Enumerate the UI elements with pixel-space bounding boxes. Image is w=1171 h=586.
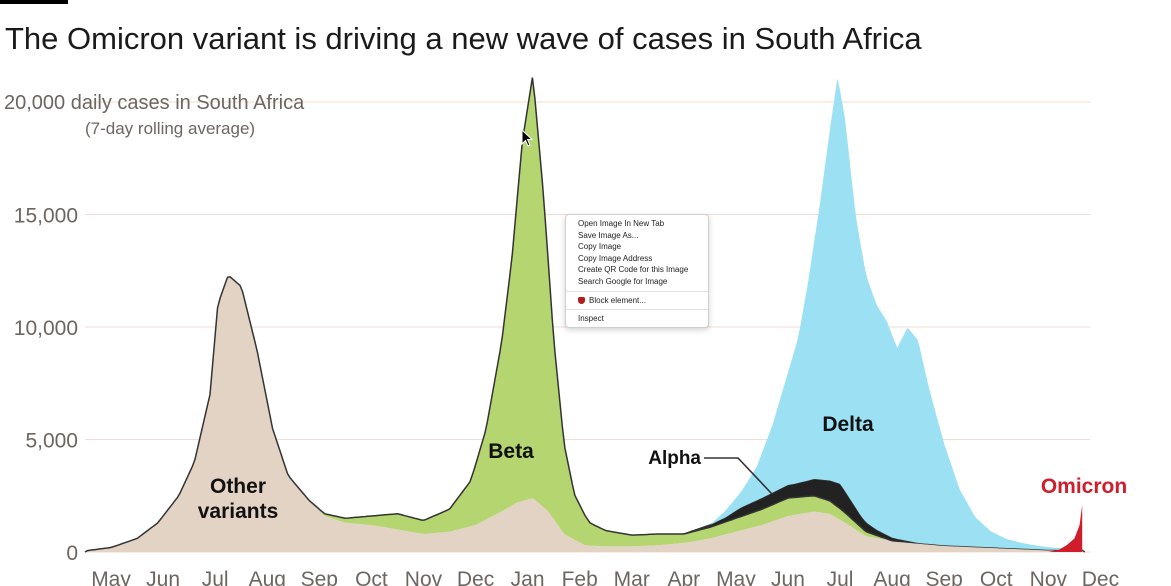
x-tick-label: Aug — [249, 568, 286, 586]
series-areas — [84, 77, 1086, 553]
series-labels: Other variants Beta Delta Omicron Alpha — [198, 413, 1127, 523]
title-accent-bar — [0, 0, 68, 4]
block-element-label: Block element... — [589, 295, 646, 305]
x-tick-label: Aug — [873, 568, 910, 586]
chart-title: The Omicron variant is driving a new wav… — [5, 21, 922, 56]
ublock-shield-icon — [578, 296, 585, 304]
x-tick-label: Jun — [771, 568, 805, 586]
x-tick-label: Jun — [146, 568, 180, 586]
menu-item-copy-image-address[interactable]: Copy Image Address — [578, 253, 653, 263]
y-tick-label: 0 — [66, 542, 78, 565]
label-delta: Delta — [822, 413, 874, 436]
x-tick-label: Oct — [355, 568, 388, 586]
menu-separator — [566, 290, 708, 292]
label-alpha: Alpha — [648, 448, 701, 469]
label-other-variants: Other variants — [198, 475, 279, 523]
x-axis: May Jun Jul Aug Sep Oct Nov Dec Jan Feb Mar Apr May J… — [91, 568, 1119, 586]
x-tick-label: Jan — [511, 568, 545, 586]
x-tick-label: Nov — [405, 568, 443, 586]
y-tick-label: 15,000 — [14, 205, 78, 228]
y-axis: 0 5,000 10,000 15,000 — [14, 205, 78, 566]
label-beta: Beta — [488, 440, 534, 463]
menu-item-inspect[interactable]: Inspect — [578, 314, 604, 324]
context-menu[interactable]: Open Image In New Tab Save Image As... C… — [565, 214, 709, 328]
x-tick-label: Dec — [1082, 568, 1119, 586]
y-axis-label: 20,000 daily cases in South Africa — [4, 92, 305, 114]
x-tick-label: May — [91, 568, 131, 586]
menu-item-save-image-as[interactable]: Save Image As... — [578, 230, 639, 240]
menu-separator — [566, 309, 708, 311]
x-tick-label: Jul — [827, 568, 854, 586]
mouse-pointer-icon — [521, 129, 534, 147]
x-tick-label: Mar — [614, 568, 650, 586]
label-omicron: Omicron — [1041, 475, 1127, 498]
y-tick-label: 5,000 — [25, 430, 78, 453]
menu-item-block-element[interactable]: Block element... — [566, 295, 708, 307]
x-tick-label: May — [716, 568, 756, 586]
y-tick-label: 10,000 — [14, 317, 78, 340]
x-tick-label: Sep — [926, 568, 963, 586]
area-delta — [85, 77, 1085, 552]
x-tick-label: Feb — [562, 568, 598, 586]
x-tick-label: Apr — [667, 568, 700, 586]
x-tick-label: Jul — [202, 568, 229, 586]
menu-item-search-google-image[interactable]: Search Google for Image — [578, 276, 668, 286]
area-other-variants — [85, 276, 1085, 552]
area-omicron — [1048, 504, 1083, 552]
menu-item-copy-image[interactable]: Copy Image — [578, 242, 622, 252]
x-tick-label: Nov — [1030, 568, 1068, 586]
menu-item-create-qr-code[interactable]: Create QR Code for this Image — [578, 265, 689, 275]
x-tick-label: Sep — [301, 568, 338, 586]
menu-item-open-image-new-tab[interactable]: Open Image In New Tab — [578, 219, 665, 228]
alpha-leader-line — [704, 457, 773, 495]
x-tick-label: Dec — [457, 568, 494, 586]
y-axis-sublabel: (7-day rolling average) — [85, 119, 255, 138]
x-tick-label: Oct — [980, 568, 1013, 586]
